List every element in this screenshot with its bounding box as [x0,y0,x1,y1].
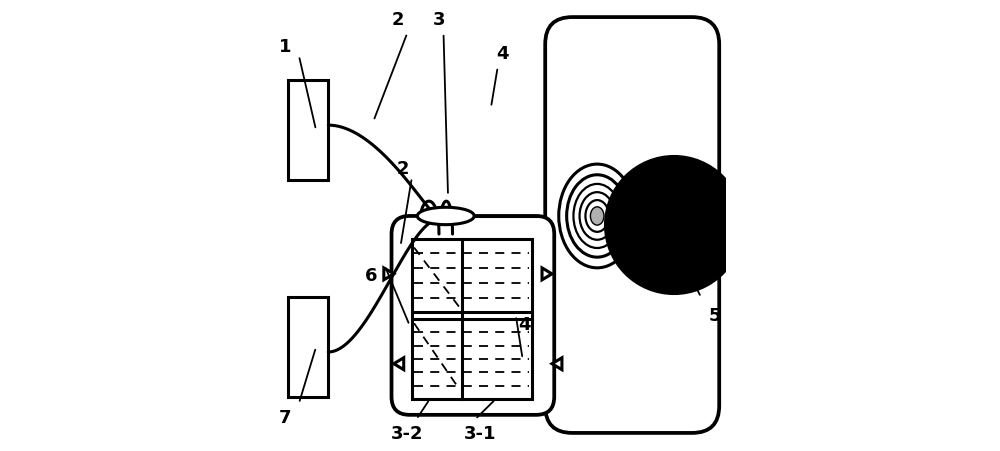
Ellipse shape [417,208,474,225]
Text: 1: 1 [279,38,292,56]
Polygon shape [394,358,404,370]
Text: 2: 2 [397,160,409,178]
Polygon shape [384,268,394,280]
Text: 3: 3 [433,11,445,29]
Text: 4: 4 [496,45,509,63]
Text: 3-2: 3-2 [391,424,424,442]
Text: 4: 4 [519,316,531,334]
Text: 6: 6 [365,266,377,284]
Bar [288,81,328,180]
Text: 7: 7 [279,408,292,426]
Ellipse shape [590,207,604,226]
Polygon shape [542,268,552,280]
Circle shape [604,156,744,295]
Bar [412,239,532,399]
FancyBboxPatch shape [392,216,554,415]
FancyBboxPatch shape [545,18,719,433]
Text: 5: 5 [708,307,721,325]
Text: 3-1: 3-1 [463,424,496,442]
Bar [288,298,328,397]
Polygon shape [552,358,562,370]
Text: 2: 2 [392,11,405,29]
